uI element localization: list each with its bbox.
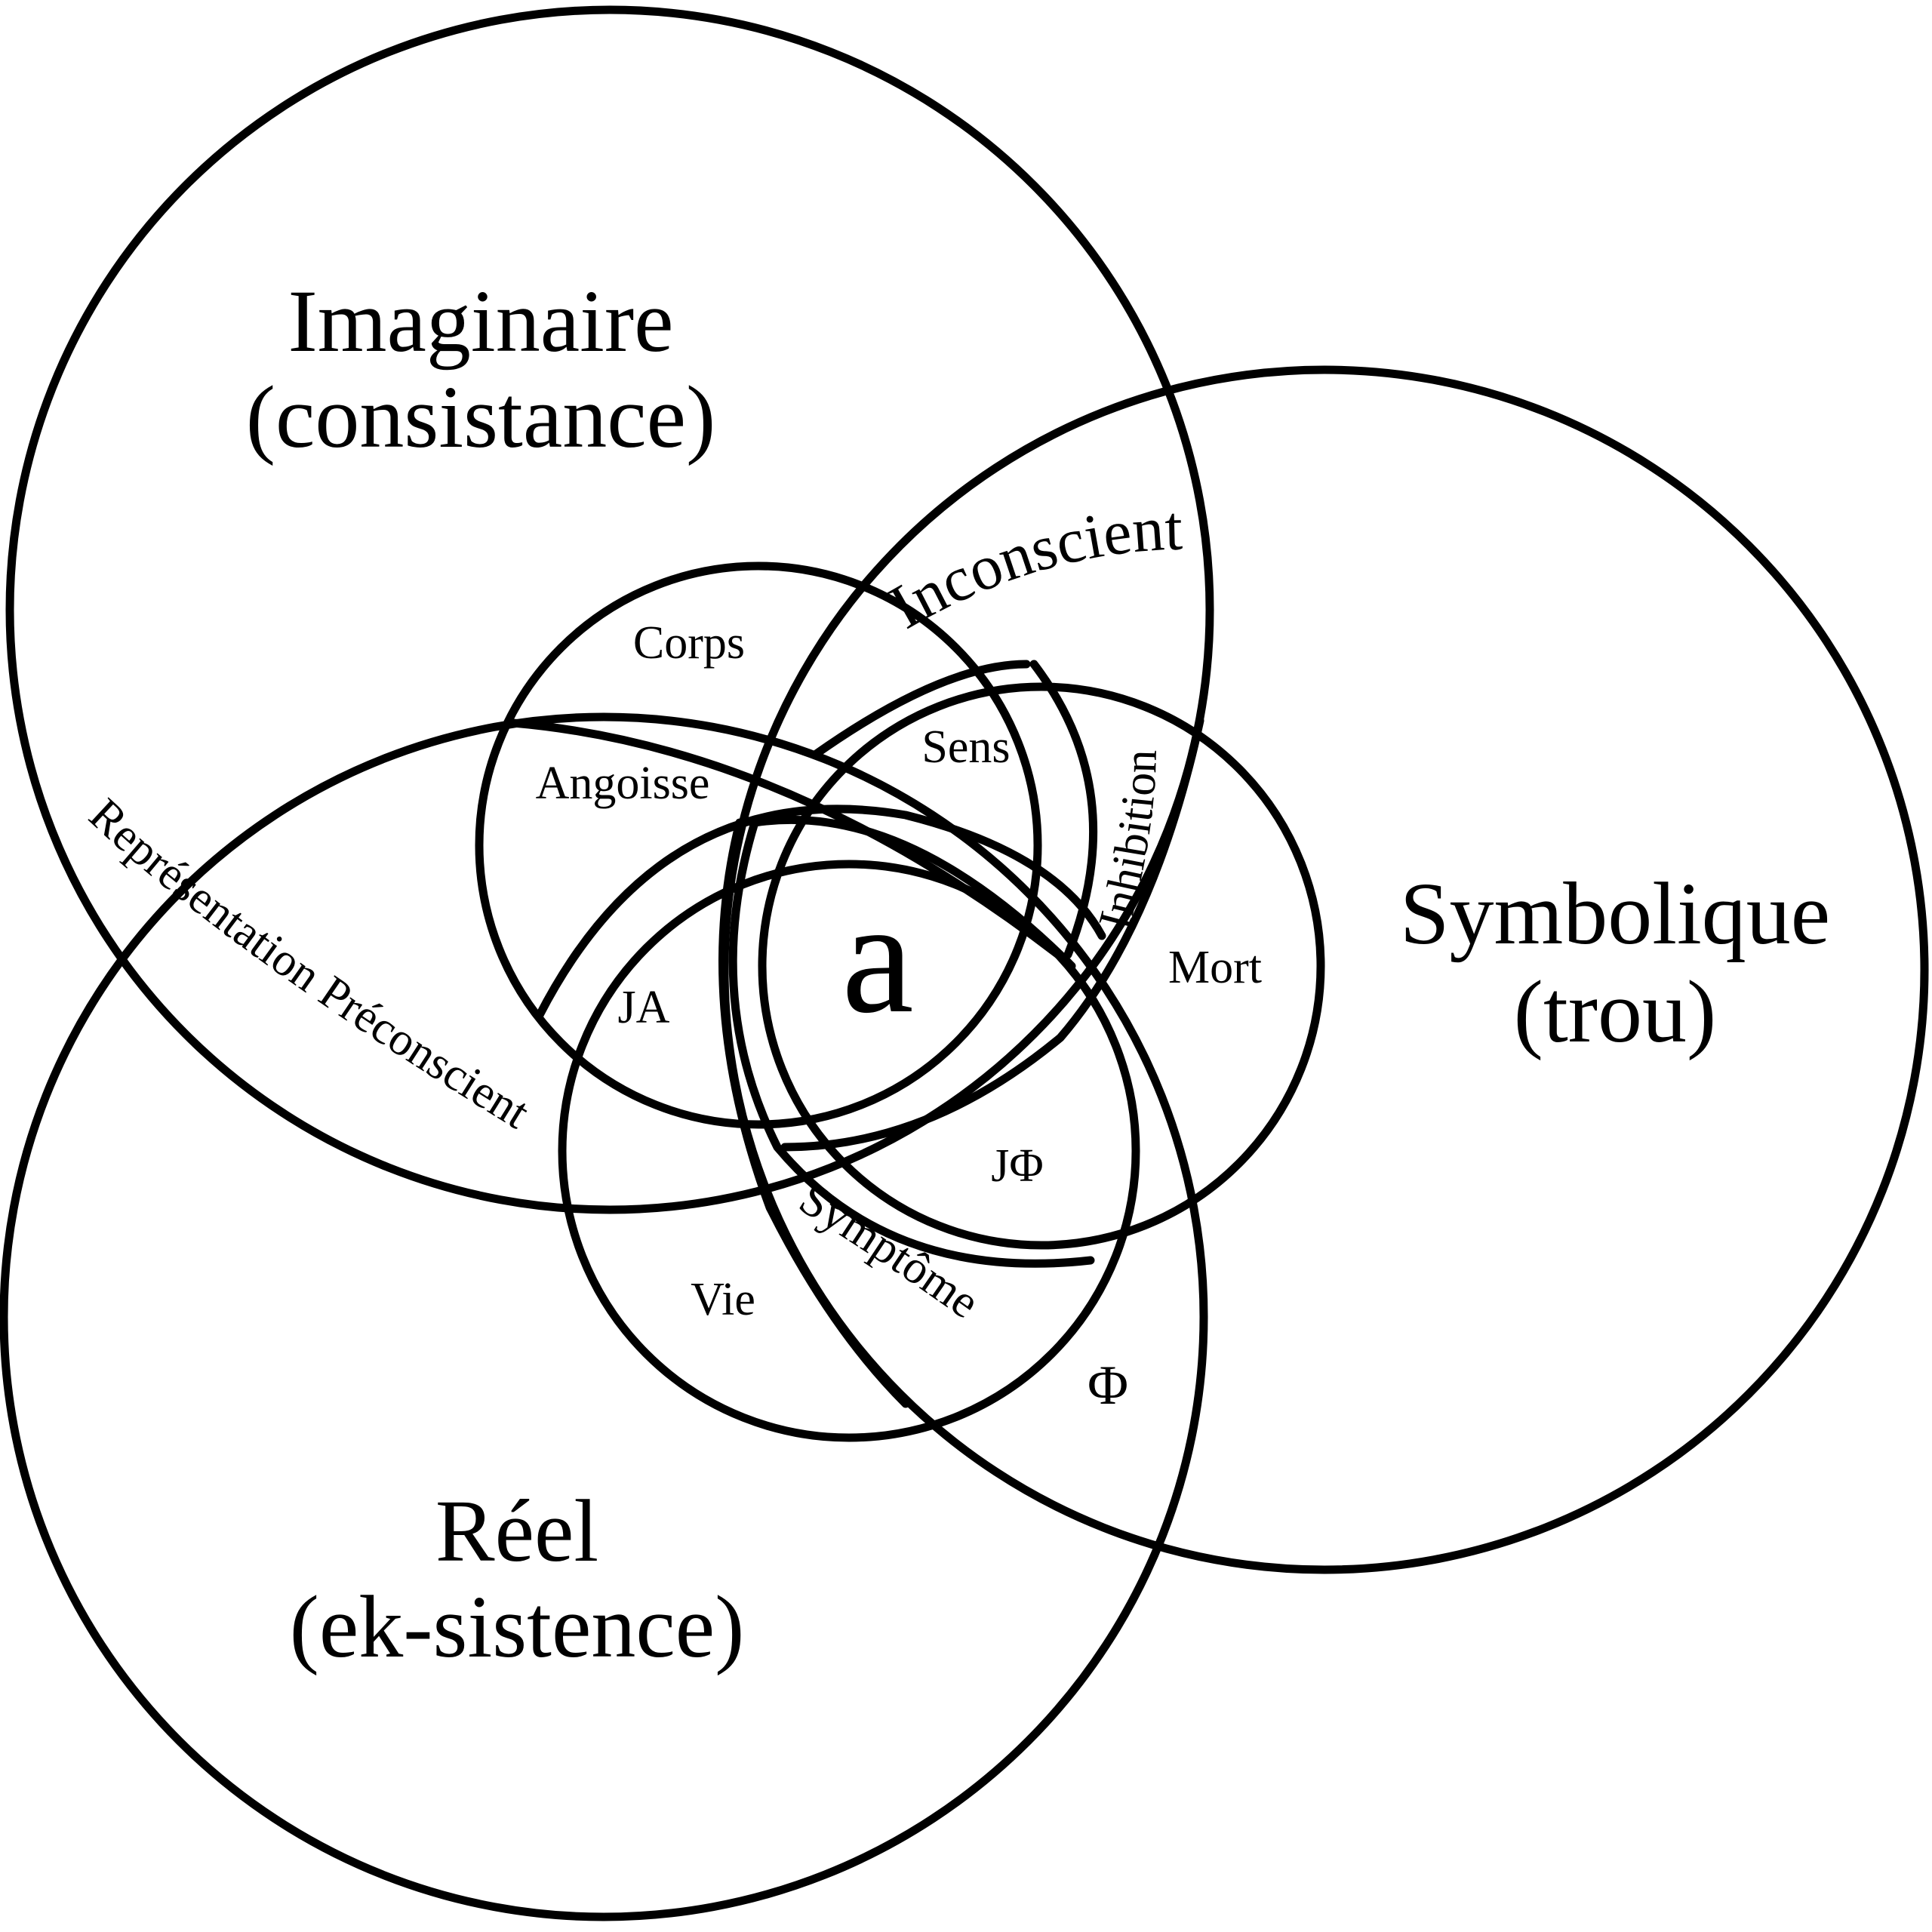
band-arc-sens-left (811, 660, 1031, 759)
label-jphi: JΦ (991, 1140, 1043, 1192)
band-arc-sens-right (1029, 660, 1098, 959)
label-phi: Φ (1088, 1355, 1128, 1417)
label-reel: Réel (435, 1481, 598, 1580)
label-imaginaire-sub: (consistance) (246, 368, 716, 466)
label-inconscient: Inconscient (878, 494, 1183, 643)
band-arc-symptome-outer (718, 818, 910, 1408)
ring-imaginaire (5, 5, 1214, 1214)
label-representation-preconscient: Représentation Préconscient (79, 789, 538, 1138)
label-imaginaire: Imaginaire (288, 272, 673, 371)
band-arc-symptome-inner (728, 818, 1095, 1268)
band-arc-center (750, 815, 1076, 971)
label-object-a: a (841, 866, 913, 1047)
label-symbolique-sub: (trou) (1514, 962, 1717, 1061)
label-vie: Vie (691, 1274, 755, 1325)
inner-ring-right (758, 682, 1325, 1250)
label-reel-sub: (ek-sistence) (290, 1577, 745, 1676)
label-inhibition: Inhibition (1089, 749, 1167, 934)
label-sens: Sens (921, 721, 1010, 773)
label-symbolique: Symbolique (1400, 864, 1830, 963)
ring-reel (0, 712, 1208, 1921)
label-corps: Corps (633, 617, 745, 669)
band-arc-inhibition (780, 716, 1204, 1152)
label-angoisse: Angoisse (536, 758, 710, 809)
label-ja: JA (618, 982, 670, 1033)
label-mort: Mort (1168, 942, 1262, 993)
inner-ring-left (475, 561, 1042, 1129)
inner-ring-bottom (558, 860, 1140, 1442)
band-arc-angoisse-lower (535, 804, 1106, 1020)
band-arc-angoisse-upper (509, 718, 1072, 967)
